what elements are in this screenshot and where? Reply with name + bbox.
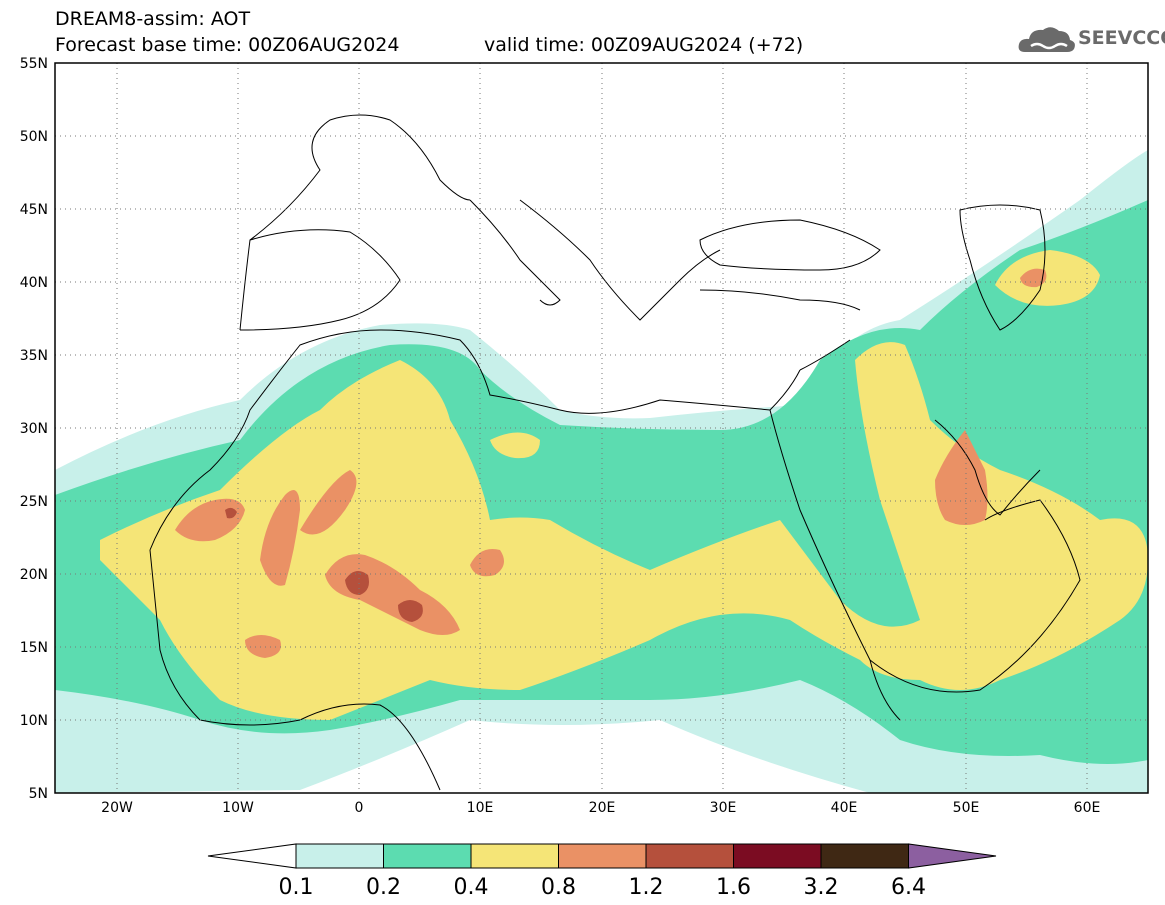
valid-time: valid time: 00Z09AUG2024 (+72) (484, 34, 804, 56)
colorbar-label: 0.4 (454, 875, 489, 900)
lat-label: 30N (20, 421, 48, 437)
lon-label: 20W (101, 800, 133, 816)
colorbar-segment (645, 843, 734, 869)
colorbar-segment (383, 843, 472, 869)
lat-label: 35N (20, 348, 48, 364)
cloud-icon (1018, 27, 1075, 52)
lon-label: 20E (589, 800, 616, 816)
coastline-anatolia (699, 289, 861, 311)
aot-contour-0.8-caspian (1020, 268, 1047, 288)
colorbar-segment (295, 843, 384, 869)
lat-label: 40N (20, 275, 48, 291)
lon-label: 0 (355, 800, 364, 816)
lat-label: 25N (20, 494, 48, 510)
coastline-caspian (959, 204, 1046, 331)
colorbar-label: 6.4 (891, 875, 926, 900)
lat-label: 45N (20, 202, 48, 218)
colorbar-label: 0.8 (541, 875, 576, 900)
lon-label: 30E (710, 800, 737, 816)
lat-label: 15N (20, 640, 48, 656)
lat-label: 20N (20, 567, 48, 583)
lon-label: 10W (222, 800, 254, 816)
coastline-balkans (519, 199, 721, 321)
coastline-iberia (239, 229, 401, 331)
lon-label: 60E (1074, 800, 1101, 816)
coastlines (149, 114, 1081, 791)
map-title: DREAM8-assim: AOT (55, 8, 251, 30)
map-frame (54, 62, 1149, 794)
coastline-west-africa (149, 549, 441, 791)
forecast-base-time: Forecast base time: 00Z06AUG2024 (55, 34, 400, 56)
colorbar-label: 1.2 (629, 875, 664, 900)
aot-contour-1.2 (345, 571, 369, 595)
colorbar-label: 0.1 (279, 875, 314, 900)
seevccc-logo: SEEVCCC (1017, 22, 1165, 58)
aot-contour-0.4-maghreb (490, 432, 540, 459)
lat-label: 55N (20, 56, 48, 72)
colorbar-under-triangle (207, 843, 297, 869)
coastline-africa-north (149, 329, 801, 551)
aot-contour-0.4-caspian (995, 250, 1100, 306)
lon-label: 50E (953, 800, 980, 816)
latitude-labels: 55N 50N 45N 40N 35N 30N 25N 20N 15N 10N … (20, 56, 48, 802)
colorbar-label: 3.2 (804, 875, 839, 900)
colorbar-segment (558, 843, 647, 869)
coastline-italy (469, 199, 561, 306)
logo-text: SEEVCCC (1078, 27, 1165, 49)
aot-contour-0.8-sahel (245, 635, 281, 658)
coastline-france-britain (249, 114, 471, 241)
colorbar: 0.1 0.2 0.4 0.8 1.2 1.6 3.2 6.4 (207, 843, 997, 900)
graticule (55, 63, 1148, 793)
aot-contour-1.2-mauritania (225, 507, 237, 519)
aot-contour-0.8-mauritania (260, 490, 300, 586)
coastline-black-sea (699, 219, 881, 271)
lat-label: 50N (20, 129, 48, 145)
colorbar-segment (470, 843, 559, 869)
colorbar-segment (733, 843, 822, 869)
lon-label: 40E (831, 800, 858, 816)
coastline-red-sea (769, 409, 901, 721)
colorbar-label: 1.6 (716, 875, 751, 900)
colorbar-segment (820, 843, 909, 869)
longitude-labels: 20W 10W 0 10E 20E 30E 40E 50E 60E (101, 800, 1100, 816)
aot-contour-0.8-arc (300, 470, 357, 535)
lon-label: 10E (467, 800, 494, 816)
colorbar-over-triangle (908, 843, 997, 869)
aot-contour-0.4 (100, 342, 1148, 720)
aot-contour-0.8-chad (470, 549, 504, 577)
lat-label: 5N (29, 786, 48, 802)
colorbar-label: 0.2 (366, 875, 401, 900)
coastline-persian-gulf (934, 419, 1041, 516)
aot-contour-0.8-arabia (935, 430, 988, 525)
lat-label: 10N (20, 713, 48, 729)
aot-field (55, 150, 1148, 793)
aot-contour-1.2-niger (398, 600, 423, 622)
